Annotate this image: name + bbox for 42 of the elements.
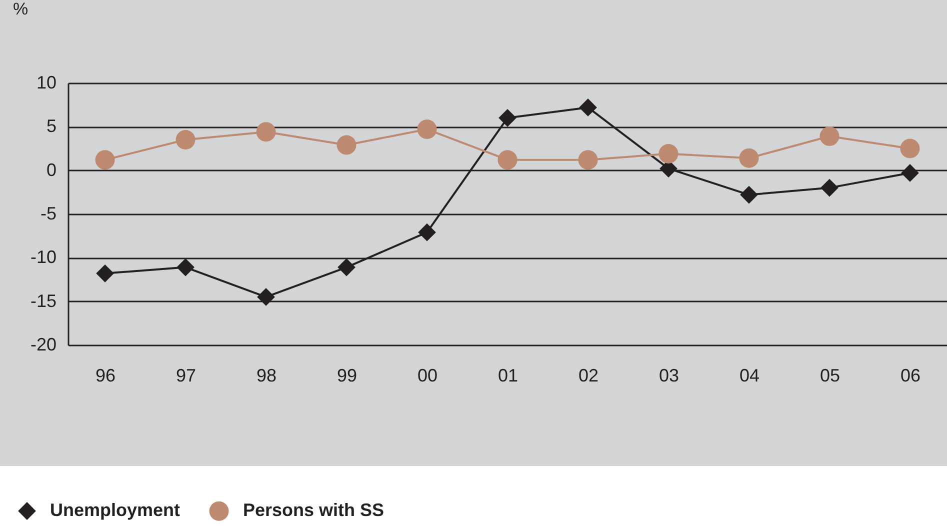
point — [95, 150, 115, 170]
point — [900, 138, 920, 158]
x-tick-label: 01 — [498, 366, 518, 386]
y-axis-title: % — [12, 0, 28, 18]
legend-label: Persons with SS — [243, 500, 384, 520]
x-tick-label: 00 — [417, 366, 438, 386]
point — [578, 150, 598, 170]
point — [901, 164, 919, 182]
legend-label: Unemployment — [50, 500, 180, 520]
point — [256, 122, 276, 142]
y-tick-label: 5 — [46, 116, 56, 136]
x-tick-label: 98 — [256, 366, 277, 386]
point — [658, 144, 678, 164]
y-tick-label: 0 — [46, 160, 56, 180]
x-tick-label: 03 — [658, 366, 680, 386]
x-tick-label: 99 — [336, 366, 358, 386]
point — [417, 120, 437, 140]
point — [579, 98, 597, 116]
point — [498, 150, 518, 170]
y-tick-label: -10 — [30, 247, 56, 268]
point — [336, 135, 356, 155]
y-tick-label: -5 — [40, 204, 56, 224]
point — [739, 148, 759, 168]
y-tick-label: -15 — [30, 290, 56, 311]
point — [176, 130, 196, 150]
x-tick-label: 05 — [820, 366, 840, 386]
point — [418, 223, 436, 242]
point — [176, 258, 194, 276]
point — [820, 126, 840, 146]
x-tick-label: 97 — [176, 366, 196, 386]
point — [96, 264, 114, 282]
y-tick-label: 10 — [36, 72, 56, 92]
point — [820, 178, 838, 197]
point — [498, 108, 516, 127]
y-tick-label: -20 — [30, 334, 56, 354]
point — [740, 186, 758, 204]
point — [257, 288, 275, 306]
x-tick-label: 96 — [96, 366, 116, 386]
x-tick-label: 04 — [739, 366, 760, 386]
x-tick-label: 06 — [900, 366, 920, 386]
x-tick-label: 02 — [578, 366, 599, 386]
point — [338, 258, 356, 276]
